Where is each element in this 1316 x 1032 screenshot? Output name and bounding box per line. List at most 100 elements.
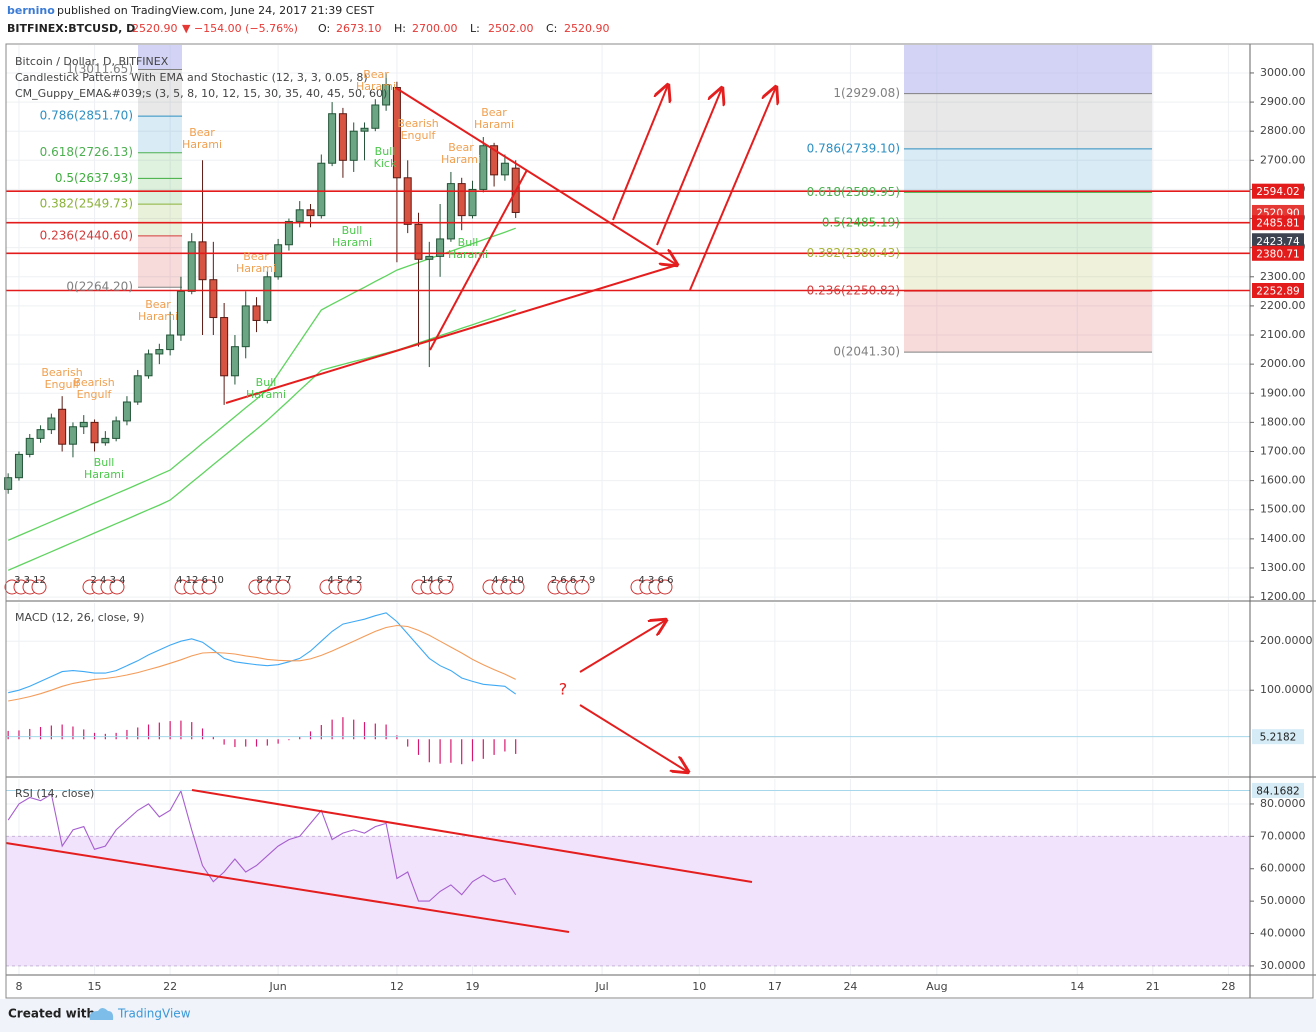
event-label: 2 6 6 7 9 (551, 575, 596, 586)
event-label: 4 3 6 6 (639, 575, 674, 586)
event-flag (509, 579, 525, 595)
y-tick-label: 2800.00 (1260, 124, 1306, 137)
pattern-label: Engulf (401, 129, 437, 142)
candle-body (295, 209, 304, 222)
candle-body (187, 241, 196, 292)
x-tick-label: 14 (1070, 980, 1084, 993)
event-flag (109, 579, 125, 595)
pattern-label: Bearish (41, 366, 82, 379)
pattern-label: Bear (145, 298, 171, 311)
x-tick-label: 8 (15, 980, 22, 993)
ohlc-key: H: (394, 22, 406, 35)
fib-zone (904, 291, 1152, 353)
candle-body (490, 145, 499, 176)
candle-body (284, 220, 293, 246)
price-tag-label: 2423.74 (1256, 236, 1300, 248)
pattern-label: Bull (256, 376, 277, 389)
fib-zone (138, 116, 182, 153)
fib-zone (138, 235, 182, 288)
y-tick-label: 70.0000 (1260, 829, 1306, 842)
y-tick-label: 80.0000 (1260, 797, 1306, 810)
candle-body (101, 437, 110, 444)
candle-body (230, 346, 239, 377)
y-tick-label: 50.0000 (1260, 894, 1306, 907)
event-label: 3 3 12 (14, 575, 46, 586)
x-tick-label: 15 (88, 980, 102, 993)
ohlc-key: C: (546, 22, 557, 35)
pattern-label: Bear (243, 250, 269, 263)
header-user[interactable]: bernino (7, 4, 55, 17)
candle-body (155, 349, 164, 355)
pattern-label: Bull (458, 236, 479, 249)
y-tick-label: 1800.00 (1260, 415, 1306, 428)
y-tick-label: 3000.00 (1260, 66, 1306, 79)
y-tick-label: 2100.00 (1260, 328, 1306, 341)
y-tick-label: 100.0000 (1260, 683, 1313, 696)
candle-body (176, 290, 185, 336)
trend-line (5, 842, 570, 933)
fib-label: 0.618(2726.13) (40, 145, 133, 159)
fib-label: 0.382(2380.43) (807, 246, 900, 260)
candle-body (360, 127, 369, 132)
x-tick-label: 22 (163, 980, 177, 993)
candle-body (338, 113, 347, 161)
candle-body (317, 162, 326, 217)
event-label: 14 6 7 (421, 575, 453, 586)
candle-body (133, 375, 142, 403)
x-tick-label: 17 (768, 980, 782, 993)
fib-label: 0.236(2250.82) (807, 284, 900, 298)
y-tick-label: 2300.00 (1260, 270, 1306, 283)
x-tick-label: 24 (843, 980, 857, 993)
price-tag (1252, 283, 1304, 299)
candle-body (500, 162, 509, 176)
pattern-label: Harami (441, 153, 481, 166)
candle-body (457, 183, 466, 217)
x-tick-label: 19 (466, 980, 480, 993)
event-label: 4 6 10 (492, 575, 524, 586)
price-tag-label: 2594.02 (1256, 186, 1299, 198)
arrow (689, 87, 776, 291)
candle-body (263, 276, 272, 321)
candle-body (436, 238, 445, 257)
event-flag (201, 579, 217, 595)
y-tick-label: 30.0000 (1260, 959, 1306, 972)
y-tick-label: 1200.00 (1260, 590, 1306, 603)
fib-label: 0.786(2739.10) (807, 141, 900, 155)
y-tick-label: 40.0000 (1260, 927, 1306, 940)
candle-body (220, 317, 229, 377)
pattern-label: Engulf (45, 378, 81, 391)
x-tick-label: 10 (692, 980, 706, 993)
pattern-label: Harami (84, 468, 124, 481)
candle-body (47, 417, 56, 431)
pattern-label: Bull (375, 145, 396, 158)
footer-brand[interactable]: TradingView (117, 1007, 191, 1021)
fib-zone (904, 45, 1152, 94)
y-tick-label: 1500.00 (1260, 503, 1306, 516)
price-tag-label: 2252.89 (1256, 286, 1299, 298)
x-tick-label: Aug (926, 980, 947, 993)
legend-indicator: CM_Guppy_EMA&#039;s (3, 5, 8, 10, 12, 15… (15, 87, 387, 100)
pane-title: MACD (12, 26, close, 9) (15, 611, 144, 624)
x-tick-label: 21 (1146, 980, 1160, 993)
pane-title: RSI (14, close) (15, 787, 94, 800)
ohlc-value: 2700.00 (412, 22, 458, 35)
legend-indicator: Candlestick Patterns With EMA and Stocha… (15, 71, 368, 84)
candle-body (4, 477, 13, 490)
back-layer (6, 45, 1250, 975)
y-tick-label: 1400.00 (1260, 532, 1306, 545)
price-tag (1252, 782, 1304, 798)
pattern-label: Harami (474, 118, 514, 131)
fib-zone (904, 222, 1152, 254)
pattern-label: Bearish (397, 117, 438, 130)
candle-body (241, 305, 250, 348)
pattern-label: Harami (236, 262, 276, 275)
indicator-line (7, 789, 517, 902)
event-flag (275, 579, 291, 595)
y-tick-label: 2700.00 (1260, 153, 1306, 166)
fib-zone (904, 93, 1152, 149)
event-label: 8 4 7 7 (257, 575, 292, 586)
price-tag-label: 84.1682 (1256, 785, 1299, 797)
candle-body (90, 421, 99, 444)
